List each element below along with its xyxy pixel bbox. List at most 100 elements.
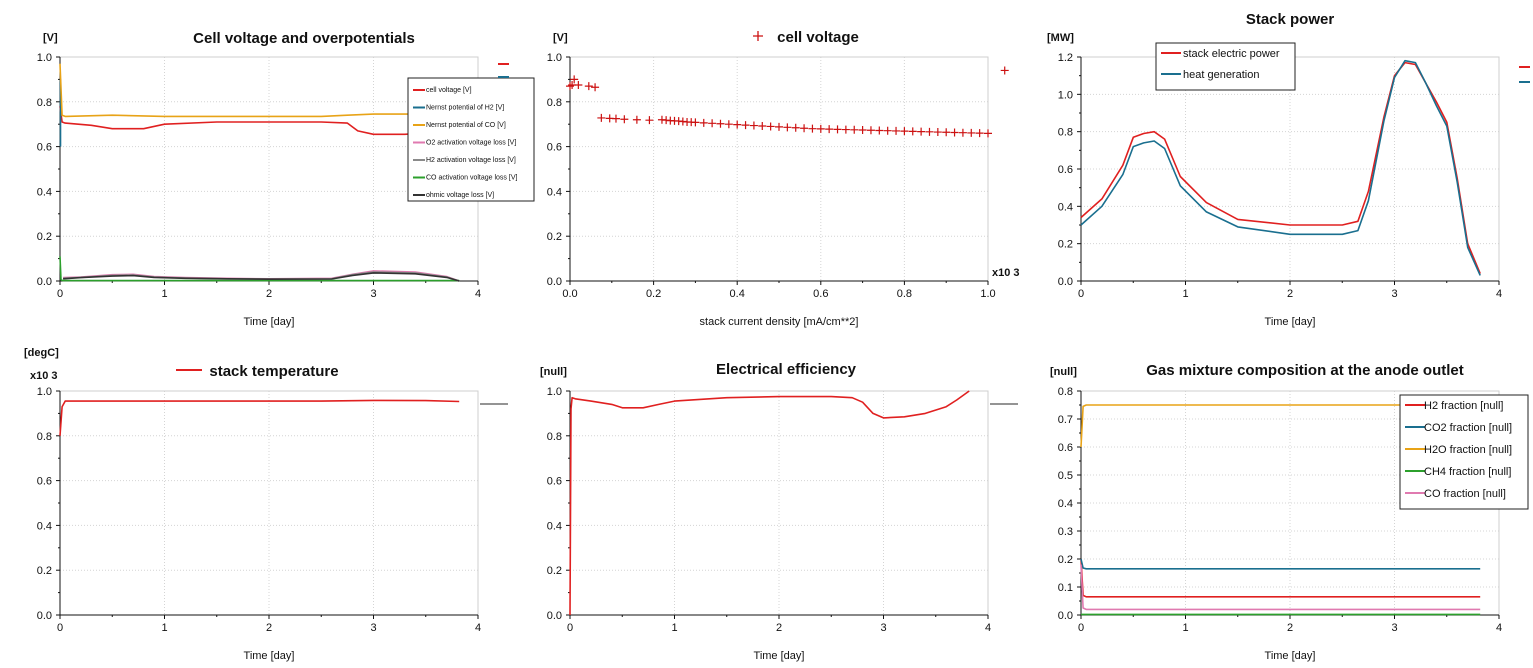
x-tick-label: 0.4 (730, 288, 745, 300)
series-line-2 (1080, 404, 1481, 448)
x-tick-label: 2 (266, 288, 272, 300)
x-tick-label: 4 (475, 288, 481, 300)
legend-label: H2 activation voltage loss [V] (426, 157, 516, 164)
legend-box (1399, 394, 1529, 510)
scatter-point (632, 115, 641, 124)
scatter-point (825, 125, 834, 134)
scatter-point (866, 126, 875, 135)
y-tick-label: 0.0 (1058, 610, 1073, 622)
scatter-point (741, 121, 750, 130)
x-tick-label: 4 (1496, 288, 1502, 300)
scatter-point (858, 126, 867, 135)
x-axis-label: Time [day] (244, 650, 295, 662)
chart-1: 0.0 0.2 0.4 0.6 0.8 1.0 0.0 0.2 0.4 0.6 0.8 1.0 cell… (547, 29, 1020, 328)
series-line-0 (59, 106, 421, 136)
scatter-point (733, 120, 742, 129)
scatter-point (908, 127, 917, 136)
scatter-point (574, 81, 583, 89)
x-tick-label: 3 (880, 622, 886, 634)
y-tick-label: 1.0 (547, 386, 562, 398)
scatter-point (749, 121, 758, 130)
y-tick-label: 0.3 (1058, 526, 1073, 538)
chart-title: cell voltage (777, 29, 859, 46)
scatter-point (716, 119, 725, 128)
x-axis-label: Time [day] (754, 650, 805, 662)
scatter-point (942, 128, 951, 137)
scatter-point (645, 116, 654, 125)
x-tick-label: 2 (1287, 622, 1293, 634)
legend-label: cell voltage [V] (426, 87, 472, 94)
legend-label: H2 fraction [null] (1424, 400, 1503, 412)
chart-title: Cell voltage and overpotentials (193, 30, 415, 47)
scatter-point (775, 122, 783, 131)
legend-label: heat generation (1183, 69, 1259, 81)
y-unit-label: [V] (553, 32, 568, 44)
x-tick-label: 2 (776, 622, 782, 634)
y-unit-label: [MW] (1047, 32, 1074, 44)
y-tick-label: 1.0 (37, 386, 52, 398)
x-multiplier-label: x10 3 (992, 267, 1020, 279)
y-tick-label: 0.4 (1058, 201, 1073, 213)
scatter-point (925, 127, 934, 136)
y-unit-label: [null] (1050, 366, 1077, 378)
legend: cell voltage [V] Nernst potential of H2 [… (407, 77, 535, 202)
y-tick-label: 0.2 (37, 231, 52, 243)
x-axis-label: Time [day] (1265, 316, 1316, 328)
scatter-point (950, 128, 959, 137)
scatter-point (699, 118, 708, 127)
scatter-point (791, 123, 800, 132)
y-tick-label: 1.0 (547, 52, 562, 64)
y-tick-label: 0.2 (547, 565, 562, 577)
series-line-2 (59, 63, 421, 118)
scatter-point (611, 114, 620, 123)
x-tick-label: 0.0 (562, 288, 577, 300)
legend-label: CO fraction [null] (1424, 488, 1506, 500)
legend-label: Nernst potential of CO [V] (426, 122, 506, 129)
legend-label: ohmic voltage loss [V] (426, 192, 494, 199)
y-tick-label: 0.8 (1058, 386, 1073, 398)
y-tick-label: 0.2 (1058, 554, 1073, 566)
plot-frame (569, 56, 989, 282)
y-tick-label: 0.8 (547, 97, 562, 109)
scatter-point (850, 125, 859, 134)
scatter-point (758, 121, 767, 130)
scatter-point (900, 127, 909, 136)
y-tick-label: 0.2 (37, 565, 52, 577)
scatter-point (570, 75, 579, 84)
scatter-point (584, 82, 593, 91)
legend: H2 fraction [null] CO2 fraction [null] H2O… (1399, 394, 1529, 510)
scatter-point (875, 126, 884, 135)
y-unit-label: [null] (540, 366, 567, 378)
legend-label: H2O fraction [null] (1424, 444, 1512, 456)
y-unit-label: [degC] (24, 347, 59, 359)
legend-label: stack electric power (1183, 48, 1280, 60)
scatter-point (766, 122, 775, 131)
y-tick-label: 0.1 (1058, 582, 1073, 594)
legend-box (1155, 42, 1296, 91)
chart-title: stack temperature (209, 363, 338, 380)
y-tick-label: 0.0 (37, 276, 52, 288)
x-tick-label: 0.6 (813, 288, 828, 300)
y-tick-label: 1.0 (37, 52, 52, 64)
chart-title: Stack power (1246, 11, 1335, 28)
y-tick-label: 0.5 (1058, 470, 1073, 482)
legend-label: CH4 fraction [null] (1424, 466, 1511, 478)
scatter-point (800, 124, 809, 133)
x-tick-label: 3 (370, 622, 376, 634)
x-tick-label: 3 (1391, 288, 1397, 300)
y-tick-label: 0.6 (1058, 164, 1073, 176)
scatter-point (841, 125, 850, 134)
chart-title: Gas mixture composition at the anode out… (1146, 362, 1464, 379)
y-tick-label: 0.8 (37, 97, 52, 109)
x-tick-label: 0.8 (897, 288, 912, 300)
scatter-point (724, 120, 733, 129)
x-tick-label: 3 (370, 288, 376, 300)
x-axis-label: Time [day] (244, 316, 295, 328)
scatter-point (783, 123, 792, 132)
scatter-point (967, 128, 976, 137)
series-line-0 (1080, 558, 1481, 598)
x-axis-label: Time [day] (1265, 650, 1316, 662)
scatter-point (708, 119, 717, 128)
chart-5: 0 1 2 3 4 0.0 0.1 0.2 0.3 0.4 0.5 0.6 0.7 0.8 Gas mixt… (1050, 362, 1529, 662)
series-line-4 (1080, 564, 1481, 611)
